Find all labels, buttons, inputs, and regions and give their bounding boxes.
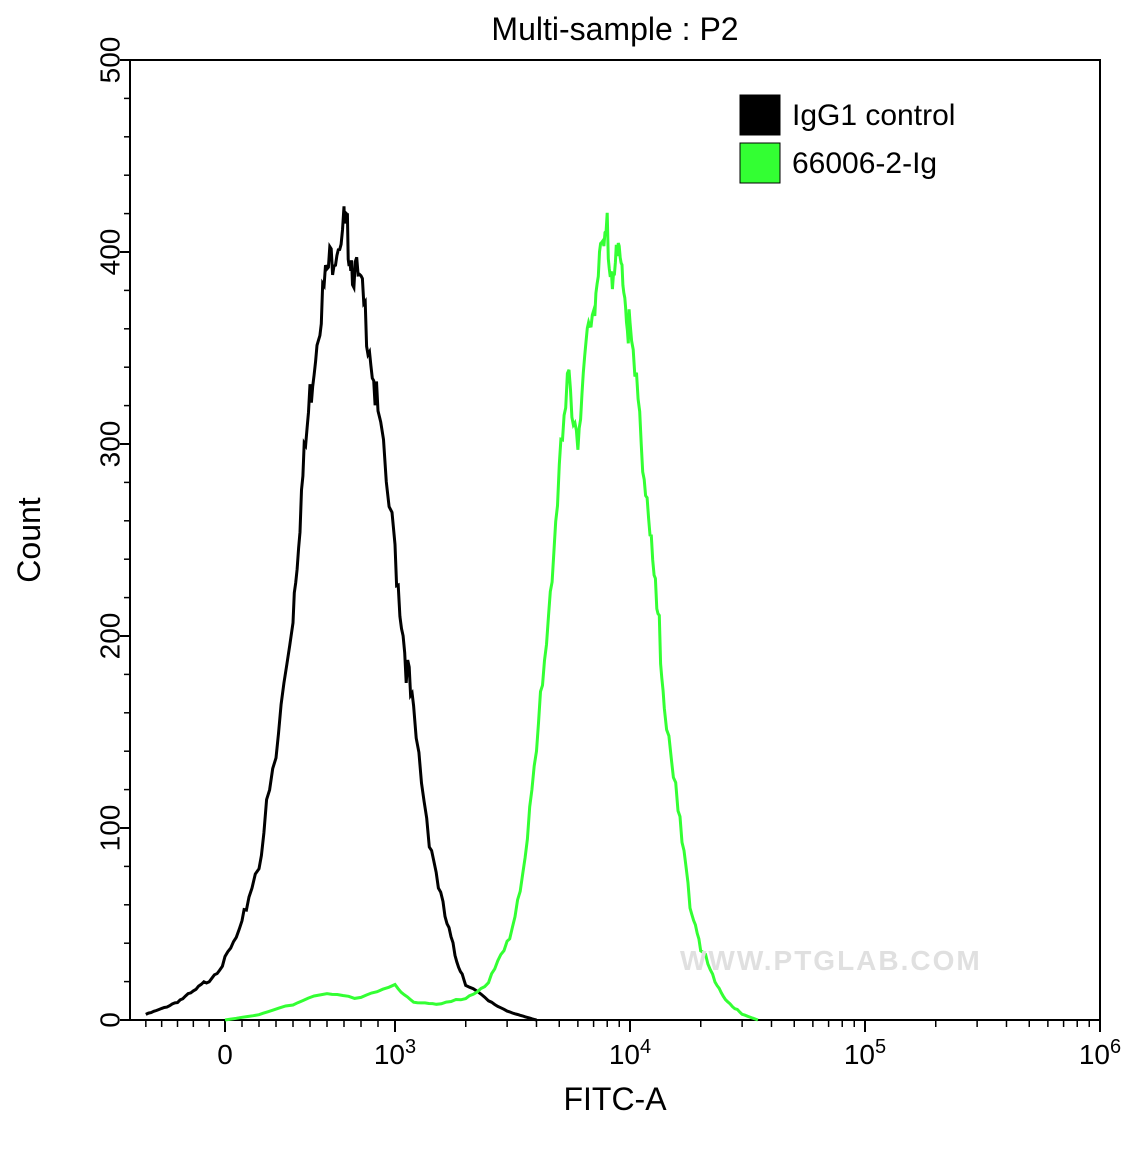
y-tick-label: 500 [94,37,125,84]
y-axis-label: Count [11,497,47,583]
x-axis-label: FITC-A [563,1081,667,1117]
y-tick-label: 300 [94,421,125,468]
chart-svg: Multi-sample : P20100200300400500Count01… [0,0,1134,1150]
y-tick-label: 100 [94,805,125,852]
legend-swatch [740,143,780,183]
x-tick-label: 0 [217,1039,233,1070]
chart-title: Multi-sample : P2 [491,11,738,47]
flow-cytometry-histogram: Multi-sample : P20100200300400500Count01… [0,0,1134,1150]
y-tick-label: 0 [94,1012,125,1028]
legend-swatch [740,95,780,135]
y-tick-label: 400 [94,229,125,276]
watermark: WWW.PTGLAB.COM [680,945,982,976]
legend-label: IgG1 control [792,99,955,132]
legend-label: 66006-2-Ig [792,147,937,180]
y-tick-label: 200 [94,613,125,660]
